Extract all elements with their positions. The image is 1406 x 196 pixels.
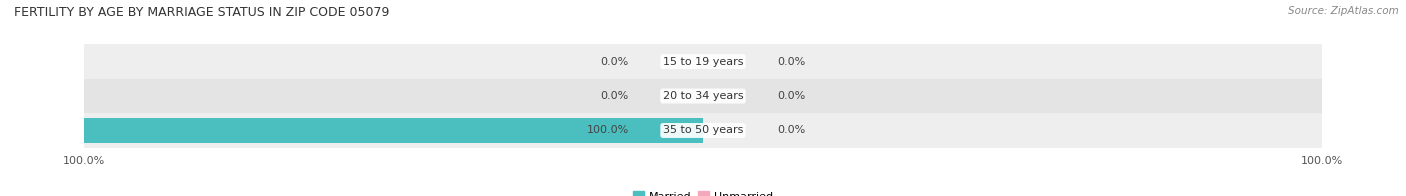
Text: 35 to 50 years: 35 to 50 years (662, 125, 744, 135)
Text: 20 to 34 years: 20 to 34 years (662, 91, 744, 101)
Text: 15 to 19 years: 15 to 19 years (662, 57, 744, 67)
Text: FERTILITY BY AGE BY MARRIAGE STATUS IN ZIP CODE 05079: FERTILITY BY AGE BY MARRIAGE STATUS IN Z… (14, 6, 389, 19)
Bar (84, 118, 703, 143)
Text: 0.0%: 0.0% (600, 57, 628, 67)
Bar (84, 44, 1322, 79)
Text: 100.0%: 100.0% (586, 125, 628, 135)
Text: 0.0%: 0.0% (778, 91, 806, 101)
Bar (84, 79, 1322, 113)
Text: 0.0%: 0.0% (778, 57, 806, 67)
Text: 0.0%: 0.0% (600, 91, 628, 101)
Text: 0.0%: 0.0% (778, 125, 806, 135)
Text: Source: ZipAtlas.com: Source: ZipAtlas.com (1288, 6, 1399, 16)
Bar (84, 113, 1322, 148)
Legend: Married, Unmarried: Married, Unmarried (628, 187, 778, 196)
